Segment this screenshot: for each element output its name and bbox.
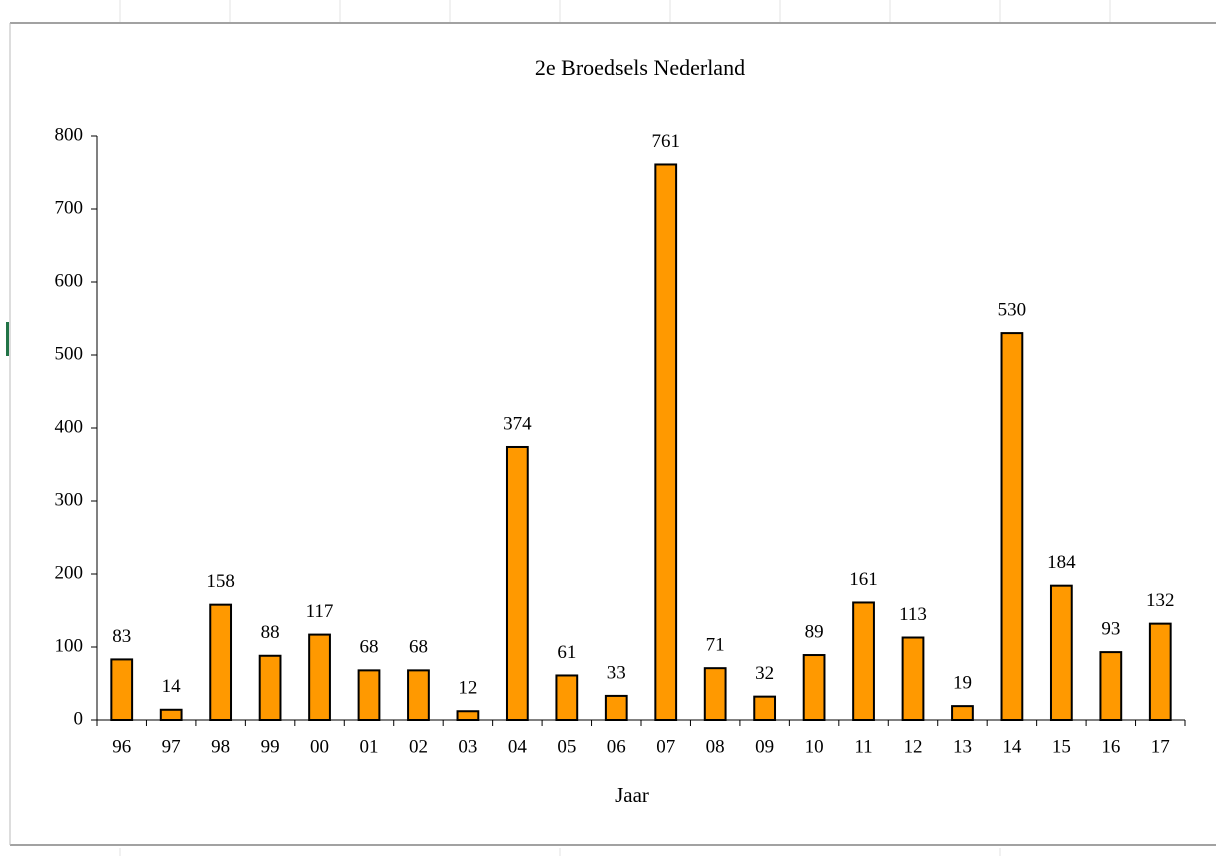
x-axis-title: Jaar: [615, 783, 649, 807]
sheet-grid: [119, 0, 1111, 856]
data-label: 83: [112, 626, 131, 647]
data-label: 32: [755, 663, 774, 684]
chart-title: 2e Broedsels Nederland: [535, 55, 745, 80]
y-tick-label: 200: [55, 562, 84, 583]
data-label: 68: [409, 637, 428, 658]
bar: [951, 705, 974, 722]
x-tick-label: 02: [409, 736, 428, 757]
x-tick-label: 13: [953, 736, 972, 757]
data-label: 61: [557, 642, 576, 663]
x-tick-label: 11: [854, 736, 872, 757]
data-label: 161: [849, 569, 878, 590]
data-label: 12: [458, 678, 477, 699]
x-tick-label: 99: [261, 736, 280, 757]
bar: [1049, 584, 1073, 721]
y-tick-label: 100: [55, 635, 84, 656]
y-tick-label: 0: [74, 708, 84, 729]
bar: [753, 695, 777, 722]
x-tick-label: 07: [656, 736, 675, 757]
bar: [604, 694, 628, 721]
data-label: 132: [1146, 590, 1175, 611]
bar: [703, 667, 727, 721]
y-tick-label: 600: [55, 270, 84, 291]
selection-marker: [6, 322, 9, 356]
bar: [555, 674, 579, 721]
bar: [852, 601, 875, 721]
x-tick-label: 98: [211, 736, 230, 757]
data-label: 88: [261, 622, 280, 643]
y-tick-label: 500: [55, 343, 84, 364]
data-label: 68: [360, 637, 379, 658]
x-tick-label: 16: [1101, 736, 1120, 757]
x-tick-label: 14: [1002, 736, 1022, 757]
bar: [209, 603, 233, 721]
data-label: 33: [607, 662, 626, 683]
x-tick-label: 00: [310, 736, 329, 757]
data-label: 93: [1101, 618, 1120, 639]
bar: [308, 633, 331, 722]
bar: [802, 654, 826, 722]
x-tick-label: 10: [805, 736, 824, 757]
data-label: 117: [306, 601, 334, 622]
data-label: 761: [651, 131, 680, 152]
bar: [456, 710, 480, 721]
x-tick-label: 12: [904, 736, 923, 757]
x-tick-label: 09: [755, 736, 774, 757]
bar: [505, 445, 529, 721]
bar: [357, 669, 381, 721]
x-tick-label: 15: [1052, 736, 1071, 757]
data-label: 113: [899, 604, 927, 625]
bar: [1000, 332, 1024, 721]
bar: [110, 658, 134, 721]
x-tick-label: 01: [360, 736, 379, 757]
bar: [1099, 651, 1123, 721]
x-tick-label: 03: [458, 736, 477, 757]
bar: [407, 669, 430, 721]
bar: [901, 636, 925, 722]
bar: [1148, 622, 1172, 722]
bar: [654, 163, 678, 722]
data-label: 19: [953, 672, 972, 693]
x-tick-label: 05: [557, 736, 576, 757]
x-tick-label: 08: [706, 736, 725, 757]
data-label: 184: [1047, 552, 1076, 573]
data-label: 530: [998, 299, 1027, 320]
data-label: 158: [206, 571, 235, 592]
data-label: 14: [162, 676, 182, 697]
y-tick-label: 400: [55, 416, 84, 437]
y-tick-label: 700: [55, 197, 84, 218]
data-label: 374: [503, 413, 532, 434]
bar: [159, 708, 183, 722]
y-tick-label: 300: [55, 489, 84, 510]
x-tick-label: 17: [1151, 736, 1170, 757]
data-label: 71: [706, 635, 725, 656]
data-label: 89: [805, 621, 824, 642]
y-tick-label: 800: [55, 124, 84, 145]
bar: [258, 654, 282, 722]
x-tick-label: 06: [607, 736, 626, 757]
x-tick-label: 96: [112, 736, 131, 757]
x-tick-label: 04: [508, 736, 528, 757]
x-tick-label: 97: [162, 736, 181, 757]
